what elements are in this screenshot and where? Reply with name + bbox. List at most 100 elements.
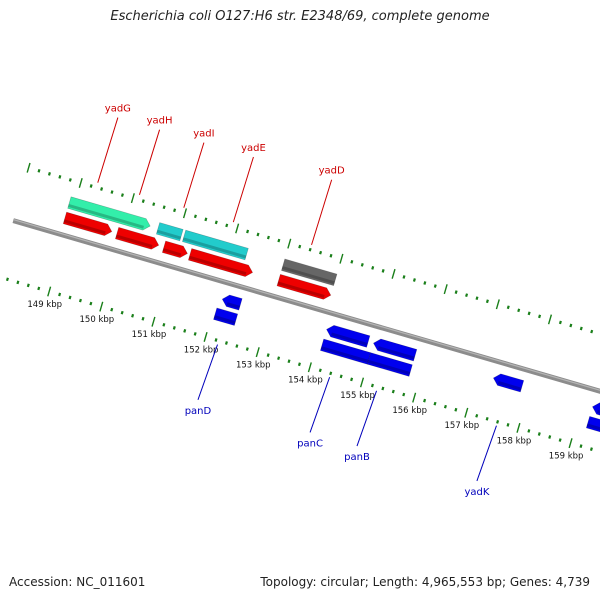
gene-label: yadD — [319, 166, 345, 177]
tick-dot — [433, 401, 437, 406]
map-title: Escherichia coli O127:H6 str. E2348/69, … — [110, 9, 490, 24]
kbp-tick — [151, 316, 156, 327]
gene-feature-shade — [213, 315, 236, 325]
scale-tick-label: 151 kbp — [132, 330, 167, 340]
gene-label-leader — [197, 344, 218, 400]
label-layer: yadG yadH yadI yadE yadD panD panC panB yadK — [97, 104, 497, 498]
tick-dot — [89, 184, 93, 188]
gene-label-leader — [476, 425, 497, 482]
gene-feature — [213, 307, 239, 326]
tick-dot — [287, 359, 291, 364]
kbp-tick — [359, 377, 365, 388]
tick-dot — [37, 286, 41, 291]
gene-feature-shade — [115, 234, 153, 248]
gene-feature — [585, 415, 600, 433]
gene-feature-shade — [497, 381, 522, 391]
tick-dot — [412, 278, 416, 282]
gene-feature — [182, 229, 249, 261]
scale-tick-label: 157 kbp — [445, 421, 480, 431]
gene-label: yadI — [193, 129, 214, 140]
kbp-tick — [182, 208, 188, 219]
gene-label: yadH — [147, 116, 173, 127]
genome-summary-text: Topology: circular; Length: 4,965,553 bp… — [260, 575, 590, 589]
tick-dot — [370, 383, 374, 388]
tick-dot — [485, 416, 489, 421]
gene-label: yadE — [241, 143, 266, 154]
tick-dot — [193, 214, 197, 219]
tick-dot — [548, 435, 552, 439]
tick-dot — [402, 275, 406, 279]
gene-feature — [67, 196, 151, 231]
gene-feature — [62, 211, 113, 236]
accession-text: Accession: NC_011601 — [9, 575, 146, 589]
tick-dot — [537, 432, 541, 436]
gene-label: panC — [297, 438, 323, 449]
kbp-tick — [26, 162, 31, 173]
gene-feature-shade — [277, 281, 325, 298]
gene-feature-shade — [162, 248, 182, 257]
tick-dot — [454, 290, 458, 294]
tick-dot — [329, 371, 333, 376]
scale-tick-label: 153 kbp — [236, 360, 271, 370]
gene-feature — [276, 273, 332, 300]
gene-feature-shade — [63, 219, 106, 235]
kbp-tick — [235, 223, 240, 234]
tick-dot — [527, 429, 531, 433]
tick-dot — [308, 247, 312, 252]
scale-tick-label: 150 kbp — [80, 315, 115, 325]
gene-feature — [326, 325, 371, 348]
tick-dot — [131, 313, 135, 318]
gene-feature-shade — [281, 266, 335, 285]
tick-dot — [506, 305, 510, 310]
tick-dot — [89, 301, 93, 306]
tick-dot — [318, 368, 322, 373]
tick-dot — [443, 404, 447, 409]
tick-dot — [277, 356, 281, 361]
kbp-tick — [547, 314, 553, 325]
gene-label-leader — [356, 390, 378, 447]
gene-feature — [281, 258, 338, 287]
gene-feature-shade — [586, 423, 600, 431]
tick-dot — [5, 277, 9, 282]
kbp-tick — [495, 299, 500, 310]
tick-dot — [339, 374, 343, 379]
tick-dot — [360, 262, 364, 267]
tick-ring-layer: 149 kbp 150 kbp 151 kbp 152 kbp 153 kbp 154 k… — [5, 162, 594, 461]
tick-dot — [141, 199, 145, 203]
tick-dot — [68, 178, 72, 182]
tick-dot — [204, 217, 208, 222]
kbp-tick — [339, 253, 344, 264]
gene-feature-shade — [156, 229, 182, 240]
scale-tick-label: 159 kbp — [549, 451, 584, 461]
gene-feature — [373, 338, 418, 362]
tick-dot — [16, 280, 20, 285]
backbone-layer — [12, 218, 600, 394]
kbp-tick — [443, 284, 448, 295]
tick-dot — [589, 447, 593, 451]
kbp-tick — [412, 392, 417, 403]
tick-dot — [162, 205, 166, 210]
tick-dot — [319, 250, 323, 255]
gene-feature-shade — [320, 346, 369, 363]
tick-dot — [141, 316, 145, 321]
kbp-tick — [99, 301, 104, 312]
feature-layer — [62, 196, 600, 433]
tick-dot — [433, 284, 437, 288]
tick-dot — [225, 223, 229, 228]
tick-dot — [423, 281, 427, 285]
tick-dot — [297, 362, 301, 367]
tick-dot — [454, 407, 458, 412]
tick-dot — [277, 238, 281, 243]
tick-dot — [68, 295, 72, 300]
tick-dot — [569, 323, 573, 328]
tick-dot — [329, 253, 333, 258]
kbp-tick — [47, 286, 52, 297]
tick-dot — [78, 298, 82, 303]
gene-label-leader — [232, 156, 254, 223]
gene-label-leader — [309, 377, 331, 433]
gene-feature-shade — [188, 255, 247, 276]
tick-dot — [298, 244, 302, 249]
gene-feature — [492, 373, 525, 393]
tick-dot — [235, 344, 239, 348]
